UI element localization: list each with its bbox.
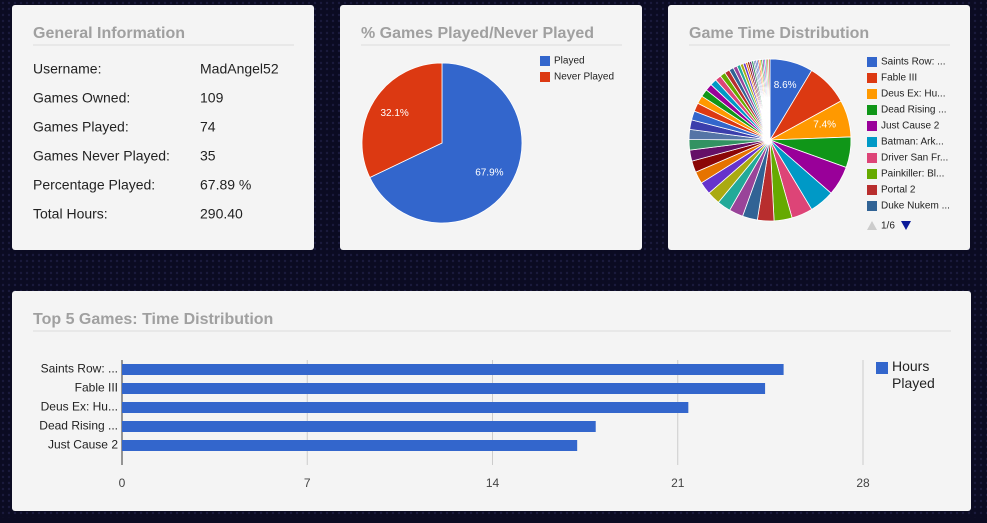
legend-swatch — [867, 185, 877, 195]
legend-label: Saints Row: ... — [881, 57, 945, 68]
legend-swatch — [540, 72, 550, 82]
legend-label: Batman: Ark... — [881, 137, 944, 148]
legend-swatch — [867, 105, 877, 115]
legend-swatch — [867, 89, 877, 99]
y-tick-label: Saints Row: ... — [41, 362, 118, 376]
legend-swatch — [867, 201, 877, 211]
x-tick-label: 21 — [671, 476, 685, 490]
slice-label: 7.4% — [813, 120, 836, 131]
legend-label: Fable III — [881, 73, 917, 84]
row-label: Games Never Played: — [33, 148, 170, 164]
x-tick-label: 0 — [119, 476, 126, 490]
pager-prev — [867, 221, 877, 230]
slice-label: 32.1% — [380, 108, 408, 119]
row-label: Games Owned: — [33, 90, 130, 106]
panel-title: Top 5 Games: Time Distribution — [33, 311, 273, 328]
x-tick-label: 14 — [486, 476, 500, 490]
panel-title: Game Time Distribution — [689, 25, 869, 42]
legend-label: Deus Ex: Hu... — [881, 89, 945, 100]
legend-swatch — [867, 137, 877, 147]
row-label: Username: — [33, 61, 101, 77]
row-value: 35 — [200, 148, 216, 164]
bar — [122, 440, 578, 451]
legend-label: Just Cause 2 — [881, 121, 940, 132]
legend-label: Portal 2 — [881, 185, 916, 196]
row-value: 290.40 — [200, 206, 243, 222]
legend-swatch — [867, 73, 877, 83]
y-tick-label: Fable III — [75, 381, 118, 395]
x-tick-label: 28 — [856, 476, 870, 490]
legend-label: Painkiller: Bl... — [881, 169, 944, 180]
legend-swatch — [540, 56, 550, 66]
row-value: 67.89 % — [200, 177, 251, 193]
y-tick-label: Just Cause 2 — [48, 438, 118, 452]
y-tick-label: Deus Ex: Hu... — [41, 400, 118, 414]
legend-swatch — [867, 121, 877, 131]
legend-label: Driver San Fr... — [881, 153, 948, 164]
row-label: Percentage Played: — [33, 177, 155, 193]
legend-label: Duke Nukem ... — [881, 201, 950, 212]
legend-box: Hours Played — [892, 358, 935, 391]
legend-label: Dead Rising ... — [881, 105, 947, 116]
legend-swatch — [867, 57, 877, 67]
panel-title: % Games Played/Never Played — [361, 25, 594, 42]
bar — [122, 421, 596, 432]
pie-slice — [768, 58, 771, 141]
x-tick-label: 7 — [304, 476, 311, 490]
bar — [122, 402, 689, 413]
y-tick-label: Dead Rising ... — [39, 419, 118, 433]
row-label: Games Played: — [33, 119, 129, 135]
legend-swatch — [867, 153, 877, 163]
legend-swatch — [876, 362, 888, 374]
slice-label: 8.6% — [774, 80, 797, 91]
row-label: Total Hours: — [33, 206, 108, 222]
row-value: 109 — [200, 90, 224, 106]
row-value: 74 — [200, 119, 216, 135]
panel — [12, 5, 314, 250]
legend-swatch — [867, 169, 877, 179]
row-value: MadAngel52 — [200, 61, 279, 77]
pager-label: 1/6 — [881, 221, 895, 232]
panel-title: General Information — [33, 25, 185, 42]
pager-next[interactable] — [901, 221, 911, 230]
bar — [122, 364, 784, 375]
legend-label: Played — [554, 56, 585, 67]
panel — [12, 291, 971, 511]
pie-slice — [361, 62, 443, 179]
slice-label: 67.9% — [475, 167, 503, 178]
bar — [122, 383, 766, 394]
legend-label: Never Played — [554, 72, 614, 83]
legend-label: Hours Played — [892, 358, 935, 391]
pie-slice — [369, 62, 523, 224]
